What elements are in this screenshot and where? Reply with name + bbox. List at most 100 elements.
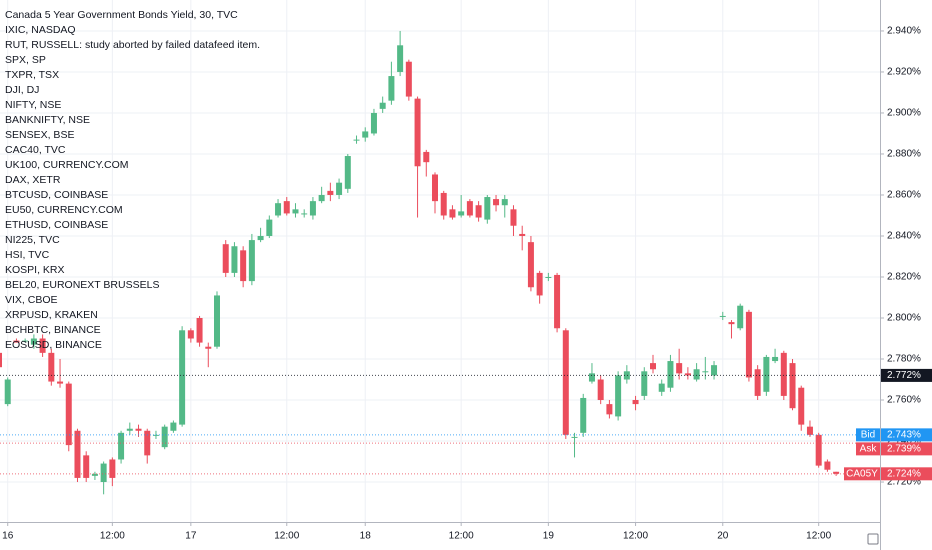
candle-body [798,387,805,425]
legend-item: NI225, TVC [5,234,60,246]
candle-body [152,434,159,436]
candle-body [248,240,255,282]
chart-title: Canada 5 Year Government Bonds Yield, 30… [5,9,238,21]
candle-body [231,246,238,273]
candle-body [353,139,360,141]
x-tick-label: 20 [717,531,729,542]
candle-body [48,352,55,382]
price-name: Bid [861,430,875,441]
candle-body [571,436,578,438]
candle-body [292,209,299,214]
legend-item: EU50, CURRENCY.COM [5,204,123,216]
candle-body [161,426,168,448]
legend-item: TXPR, TSX [5,69,59,81]
candle-body [527,242,534,288]
candle-body [283,201,290,214]
price-name-box [844,467,880,481]
candle-body [650,363,656,370]
candle-body [65,383,72,446]
candle-body [763,356,770,392]
candle-body [74,430,81,478]
candle-body [623,371,630,380]
candle-body [118,432,125,460]
candle-body [745,311,752,378]
candle-body [702,371,709,373]
candle-body [711,365,718,376]
candle-body [719,315,726,317]
legend-item: BEL20, EURONEXT BRUSSELS [5,279,159,291]
candle-body [240,250,247,282]
legend-item: VIX, CBOE [5,294,58,306]
candle-body [501,199,508,206]
legend-item: XRPUSD, KRAKEN [5,309,98,321]
candle-body [370,112,377,134]
candle-body [440,192,447,216]
candle-body [580,397,587,433]
legend-item: SENSEX, BSE [5,129,74,141]
candle-body [379,102,386,109]
x-tick-label: 12:00 [806,531,831,542]
candle-body [187,330,194,339]
price-label-box [881,467,932,481]
candle-body [362,131,369,138]
candle-body [597,379,604,401]
candle-body [824,461,831,470]
legend-item: CAC40, TVC [5,144,66,156]
candle-body [510,209,517,226]
y-tick-label: 2.880% [887,149,921,160]
legend-item: SPX, SP [5,54,46,66]
x-tick-label: 19 [543,531,555,542]
x-tick-label: 12:00 [274,531,299,542]
candle-body [4,379,11,405]
candle-body [423,151,430,163]
price-label: 2.739% [887,444,921,455]
candle-body [100,463,107,483]
candle-body [449,209,456,218]
legend-item: KOSPI, KRX [5,264,65,276]
candle-body [754,369,761,396]
candle-body [275,203,282,216]
candle-body [205,346,212,349]
candle-body [214,295,220,347]
candle-body [667,361,674,388]
candle-body [519,233,526,236]
candle-body [388,76,395,101]
candle-body [405,61,412,97]
x-tick-label: 12:00 [449,531,474,542]
candle-body [676,363,683,374]
candle-body [0,352,2,368]
y-tick-label: 2.900% [887,108,921,119]
price-label-box [881,428,932,442]
x-tick-label: 16 [2,531,14,542]
candle-body [615,375,622,417]
price-name: Ask [860,444,878,455]
legend-item: IXIC, NASDAQ [5,24,76,36]
candle-body [806,426,813,435]
settings-icon[interactable] [867,533,879,545]
candle-body [693,369,700,380]
legend-item: DAX, XETR [5,174,61,186]
candle-body [257,235,264,241]
x-tick-label: 17 [185,531,197,542]
candle-body [414,98,421,167]
candle-body [327,190,334,195]
legend-item: EOSUSD, BINANCE [5,339,102,351]
candle-body [397,45,404,72]
y-tick-label: 2.860% [887,190,921,201]
y-tick-label: 2.780% [887,354,921,365]
candle-body [737,305,744,329]
candle-body [545,276,552,278]
candle-body [815,434,822,466]
x-tick-label: 18 [360,531,372,542]
legend-item: BTCUSD, COINBASE [5,189,108,201]
price-name-box [856,428,880,442]
candle-body [83,455,90,478]
x-tick-label: 12:00 [623,531,648,542]
legend-item: RUT, RUSSELL: study aborted by failed da… [5,39,260,51]
candle-body [22,340,29,342]
legend-item: NIFTY, NSE [5,99,61,111]
candle-body [458,211,465,216]
